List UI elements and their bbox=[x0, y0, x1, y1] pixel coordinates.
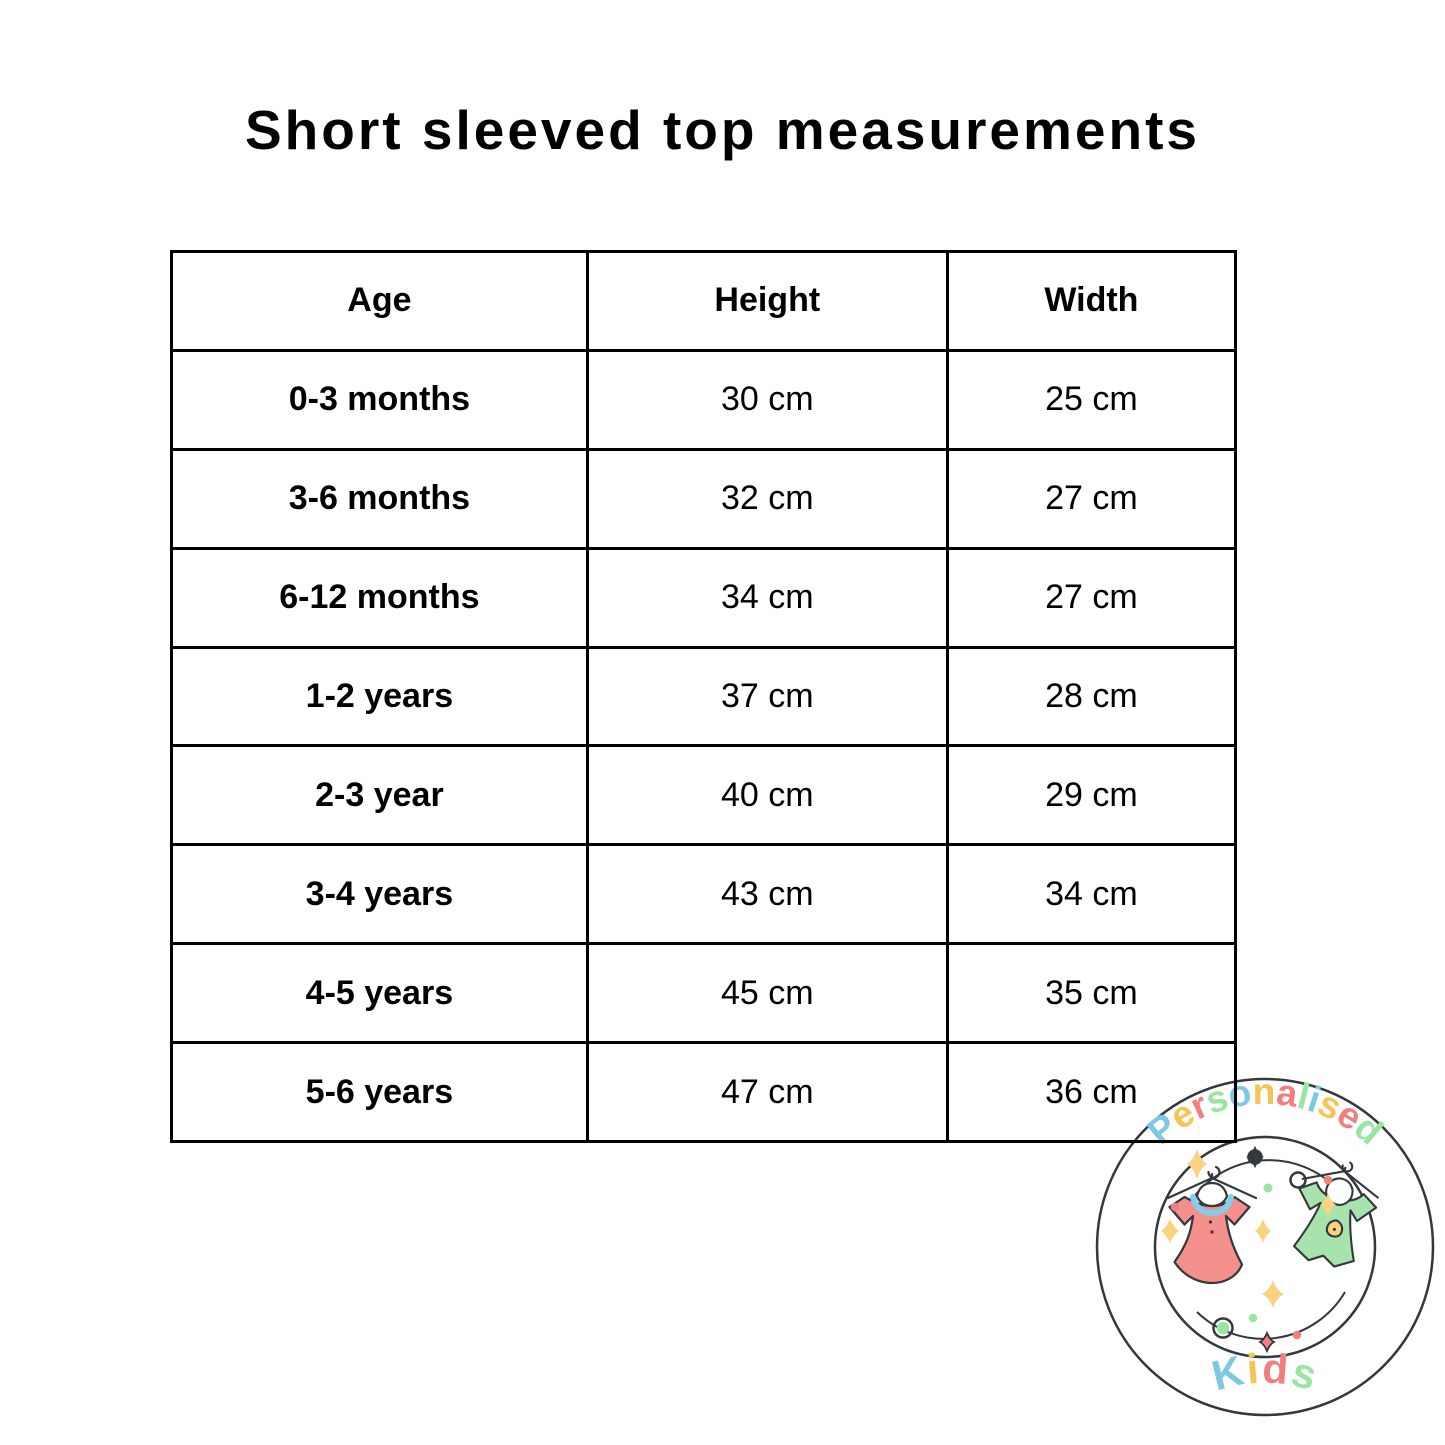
svg-text:Kids: Kids bbox=[1207, 1344, 1324, 1399]
